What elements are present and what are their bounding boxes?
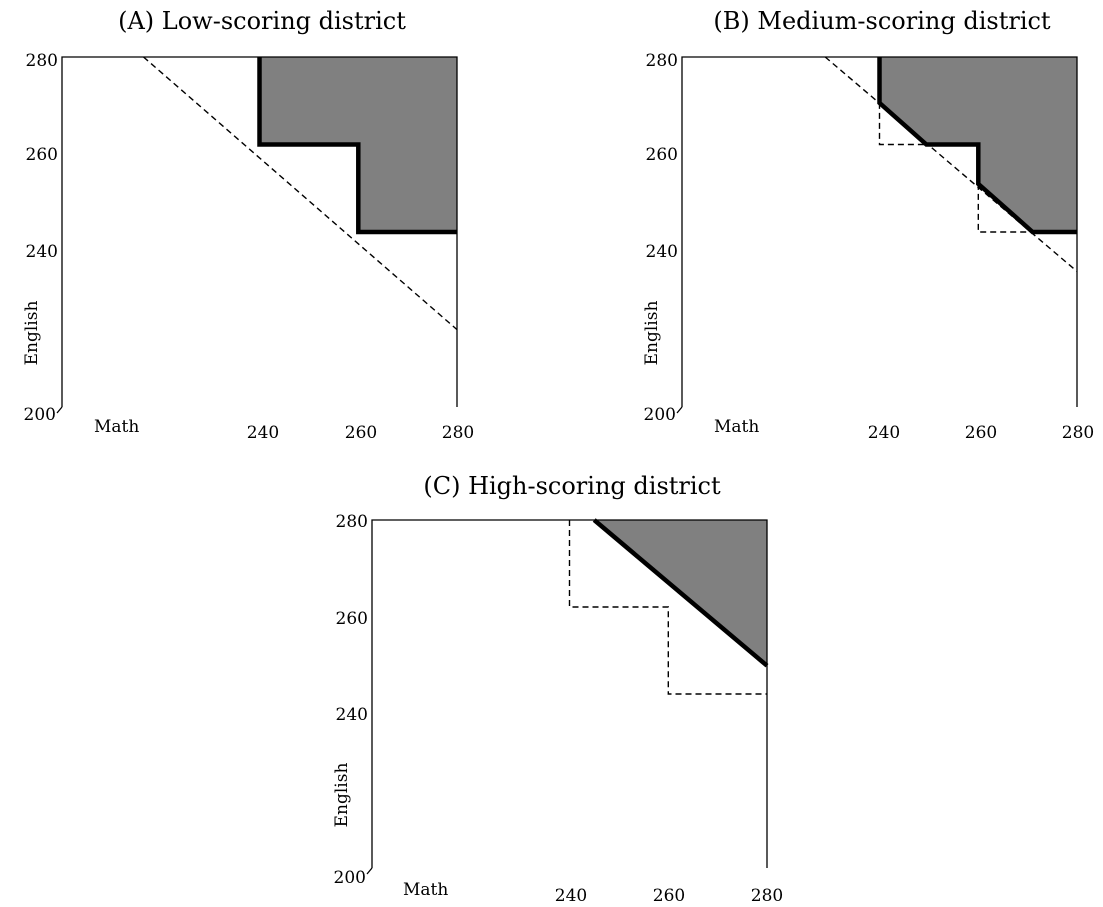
panel-a-origin-label: 200 xyxy=(24,405,56,425)
panel-b-title: (B) Medium-scoring district xyxy=(713,7,1051,35)
panel-b-origin-label: 200 xyxy=(644,405,676,425)
panel-a-xtick-280: 280 xyxy=(442,423,474,443)
panel-a: (A) Low-scoring district 280 260 240 200… xyxy=(22,7,474,443)
panel-b-dashed-corner-lower xyxy=(977,183,1033,233)
panel-c: (C) High-scoring district 280 260 240 20… xyxy=(332,472,783,906)
panel-b-xtick-260: 260 xyxy=(965,423,997,443)
panel-c-boundary xyxy=(592,518,769,668)
panel-c-ytick-240: 240 xyxy=(336,705,368,725)
panel-b-origin-tick xyxy=(676,406,683,414)
panel-a-ytick-260: 260 xyxy=(26,145,58,165)
panel-a-y-axis-label: English xyxy=(22,301,42,366)
panel-b-dashed-corner-upper xyxy=(878,102,927,146)
panel-c-ytick-260: 260 xyxy=(336,609,368,629)
panel-a-ytick-240: 240 xyxy=(26,242,58,262)
panel-a-xtick-240: 240 xyxy=(247,423,279,443)
panel-b-x-axis-label: Math xyxy=(714,417,759,437)
panel-b-y-axis-label: English xyxy=(642,301,662,366)
panel-b-ytick-280: 280 xyxy=(646,51,678,71)
panel-c-xtick-240: 240 xyxy=(555,886,587,906)
panel-c-frame xyxy=(371,519,768,868)
panel-b: (B) Medium-scoring district 280 260 240 … xyxy=(642,7,1094,443)
panel-b-ytick-260: 260 xyxy=(646,145,678,165)
panel-a-ytick-280: 280 xyxy=(26,51,58,71)
panel-c-y-axis-label: English xyxy=(332,763,352,828)
panel-c-x-axis-label: Math xyxy=(403,880,448,900)
panel-c-xtick-260: 260 xyxy=(653,886,685,906)
panel-c-xtick-280: 280 xyxy=(751,886,783,906)
panel-c-origin-tick xyxy=(366,867,373,875)
panel-a-boundary xyxy=(257,57,457,235)
panel-b-xtick-240: 240 xyxy=(868,423,900,443)
panel-a-title: (A) Low-scoring district xyxy=(118,7,406,35)
panel-a-xtick-260: 260 xyxy=(345,423,377,443)
panel-b-ytick-240: 240 xyxy=(646,242,678,262)
panel-c-origin-label: 200 xyxy=(334,868,366,888)
panel-c-title: (C) High-scoring district xyxy=(423,472,721,500)
panel-b-xtick-280: 280 xyxy=(1062,423,1094,443)
panel-c-dashed-steps xyxy=(568,520,767,695)
panel-a-origin-tick xyxy=(56,406,63,414)
panel-b-boundary xyxy=(877,57,1077,235)
panel-a-x-axis-label: Math xyxy=(94,417,139,437)
panel-c-ytick-280: 280 xyxy=(336,512,368,532)
panel-b-dashed-line xyxy=(824,56,1078,272)
